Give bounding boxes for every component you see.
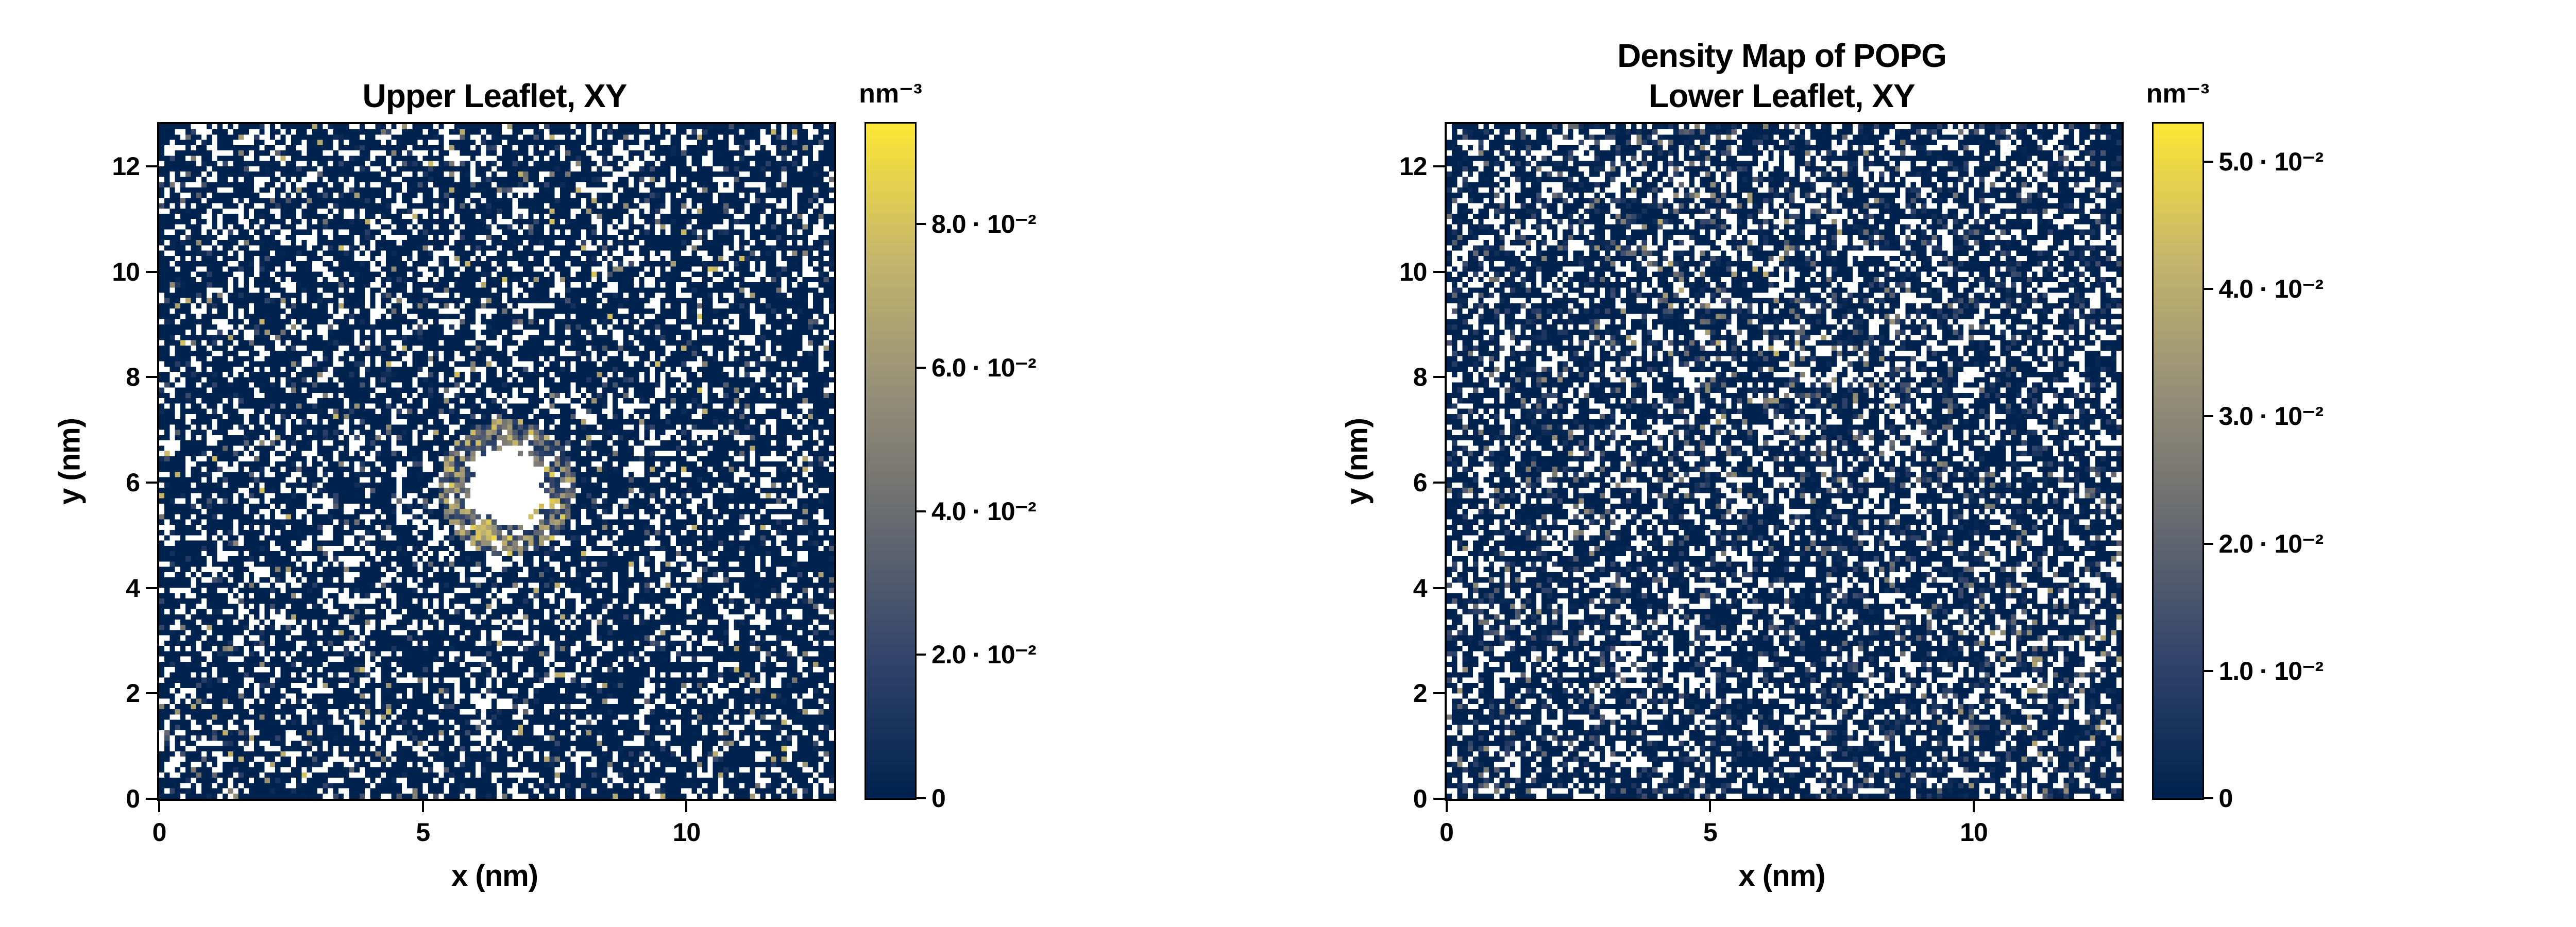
y-tick-mark xyxy=(1433,165,1445,167)
colorbar: nm⁻³ 0 1.0 · 10⁻² 2.0 · 10⁻² 3.0 · 10⁻² 4.0 … xyxy=(2146,79,2330,813)
colorbar-body: nm⁻³ 0 1.0 · 10⁻² 2.0 · 10⁻² 3.0 · 10⁻² 4.0 … xyxy=(2146,79,2324,813)
colorbar-tick-mark xyxy=(917,797,926,799)
y-tick-mark xyxy=(146,481,157,484)
panel-title: Upper Leaflet, XY xyxy=(362,77,628,114)
x-tick-label: 5 xyxy=(416,818,430,847)
colorbar-unit-label: nm⁻³ xyxy=(859,79,922,109)
y-tick-mark xyxy=(1433,798,1445,800)
colorbar-body: nm⁻³ 0 2.0 · 10⁻² 4.0 · 10⁻² 6.0 · 10⁻² 8.0 … xyxy=(859,79,1036,813)
y-tick-label: 6 xyxy=(126,468,140,497)
colorbar-tick-label: 0 xyxy=(2218,784,2233,813)
colorbar-tick-label: 8.0 · 10⁻² xyxy=(931,210,1037,239)
y-tick-label: 12 xyxy=(112,151,140,181)
colorbar-tick-label: 3.0 · 10⁻² xyxy=(2218,402,2324,431)
x-tick-mark xyxy=(1445,801,1448,812)
colorbar-tick-label: 4.0 · 10⁻² xyxy=(2218,274,2324,304)
y-axis-label: y (nm) xyxy=(1340,418,1374,505)
panel-lower-leaflet-xy: Density Map of POPG Lower Leaflet, XY y … xyxy=(1334,15,2330,893)
colorbar-tick-mark xyxy=(917,366,926,369)
x-tick-mark xyxy=(1972,801,1975,812)
colorbar-tick-label: 2.0 · 10⁻² xyxy=(931,640,1037,670)
colorbar-tick-mark xyxy=(2204,670,2213,672)
heatmap-canvas xyxy=(1446,124,2122,799)
colorbar: nm⁻³ 0 2.0 · 10⁻² 4.0 · 10⁻² 6.0 · 10⁻² 8.0 … xyxy=(859,79,1042,813)
heatmap-plot: 0 5 10 0 2 4 6 8 10 12 xyxy=(1399,122,2124,847)
panel-upper-leaflet-xy: Upper Leaflet, XY y (nm) 0 5 10 0 2 4 6 8 10 12 n… xyxy=(46,15,1042,893)
y-tick-label: 4 xyxy=(1413,573,1428,603)
colorbar-tick-mark xyxy=(2204,797,2213,799)
x-tick-mark xyxy=(158,801,160,812)
y-tick-label: 8 xyxy=(1413,363,1428,392)
colorbar-tick-mark xyxy=(917,223,926,226)
colorbar-tick-label: 0 xyxy=(931,784,946,813)
colorbar-tick-mark xyxy=(2204,161,2213,163)
colorbar-tick-mark xyxy=(2204,415,2213,418)
y-tick-mark xyxy=(1433,587,1445,589)
colorbar-gradient xyxy=(866,124,915,798)
colorbar-tick-label: 1.0 · 10⁻² xyxy=(2218,656,2324,685)
y-tick-mark xyxy=(146,270,157,273)
heatmap-canvas xyxy=(159,124,834,799)
x-axis-label: x (nm) xyxy=(451,859,538,892)
y-tick-mark xyxy=(1433,692,1445,695)
colorbar-tick-mark xyxy=(917,510,926,512)
y-tick-mark xyxy=(1433,376,1445,379)
y-tick-mark xyxy=(1433,481,1445,484)
panel-title-block: Density Map of POPG Lower Leaflet, XY xyxy=(1445,15,2120,116)
y-tick-label: 12 xyxy=(1399,151,1428,181)
y-tick-mark xyxy=(1433,270,1445,273)
colorbar-tick-label: 6.0 · 10⁻² xyxy=(931,353,1037,382)
panel-title-block: Upper Leaflet, XY xyxy=(157,15,832,116)
x-tick-mark xyxy=(685,801,688,812)
y-axis-label: y (nm) xyxy=(53,418,87,505)
x-tick-mark xyxy=(421,801,424,812)
y-tick-label: 4 xyxy=(126,573,140,603)
y-tick-mark xyxy=(146,798,157,800)
colorbar-tick-label: 5.0 · 10⁻² xyxy=(2218,147,2324,177)
colorbar-tick-label: 4.0 · 10⁻² xyxy=(931,496,1037,526)
colorbar-tick-mark xyxy=(2204,542,2213,545)
y-tick-label: 10 xyxy=(112,257,140,286)
y-tick-label: 0 xyxy=(126,784,140,813)
y-tick-label: 8 xyxy=(126,363,140,392)
colorbar-tick-mark xyxy=(2204,288,2213,290)
y-tick-mark xyxy=(146,165,157,167)
x-tick-label: 0 xyxy=(152,818,167,847)
x-tick-mark xyxy=(1709,801,1711,812)
panel-title: Lower Leaflet, XY xyxy=(1649,77,1915,114)
x-tick-label: 5 xyxy=(1703,818,1718,847)
y-tick-mark xyxy=(146,376,157,379)
y-tick-label: 2 xyxy=(126,679,140,708)
y-tick-label: 10 xyxy=(1399,257,1428,286)
colorbar-tick-label: 2.0 · 10⁻² xyxy=(2218,529,2324,558)
y-tick-mark xyxy=(146,587,157,589)
y-tick-label: 0 xyxy=(1413,784,1428,813)
colorbar-tick-mark xyxy=(917,654,926,656)
density-map-figure: Upper Leaflet, XY y (nm) 0 5 10 0 2 4 6 8 10 12 n… xyxy=(46,15,2330,893)
y-tick-mark xyxy=(146,692,157,695)
heatmap-plot: 0 5 10 0 2 4 6 8 10 12 xyxy=(112,122,836,847)
y-tick-label: 6 xyxy=(1413,468,1428,497)
figure-suptitle: Density Map of POPG xyxy=(1617,37,1947,74)
x-tick-label: 10 xyxy=(1960,818,1988,847)
x-axis-label: x (nm) xyxy=(1738,859,1826,892)
colorbar-unit-label: nm⁻³ xyxy=(2146,79,2210,109)
x-tick-label: 10 xyxy=(672,818,701,847)
plot-row: y (nm) 0 5 10 0 2 4 6 8 10 12 nm⁻³ 0 1.0 · 10⁻² 2.0… xyxy=(1334,79,2330,847)
x-tick-label: 0 xyxy=(1439,818,1454,847)
y-tick-label: 2 xyxy=(1413,679,1428,708)
colorbar-gradient xyxy=(2153,124,2202,798)
plot-row: y (nm) 0 5 10 0 2 4 6 8 10 12 nm⁻³ 0 2.0 · 10⁻² 4.0… xyxy=(46,79,1042,847)
